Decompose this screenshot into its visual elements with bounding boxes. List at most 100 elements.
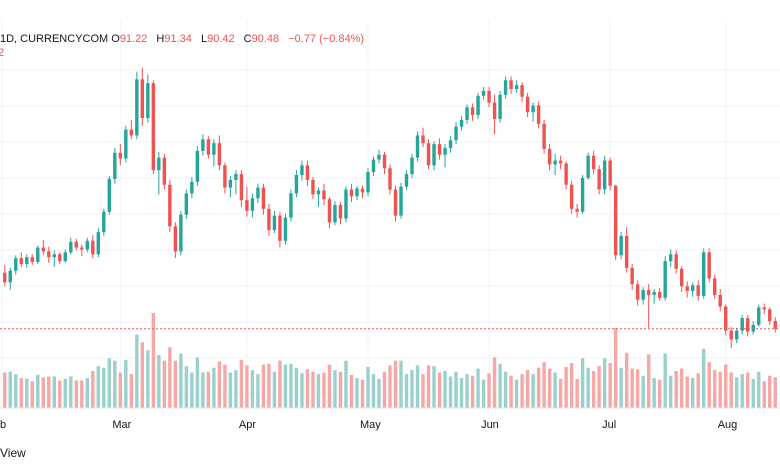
candle — [19, 252, 23, 267]
candle — [696, 280, 700, 301]
volume-bar — [487, 373, 491, 408]
candle-body — [663, 261, 667, 298]
volume-bar — [470, 375, 475, 408]
candle-body — [652, 292, 656, 295]
x-tick-label: b — [0, 419, 6, 431]
candle — [305, 160, 310, 186]
x-axis-labels: b Mar Apr May Jun Jul Aug — [0, 419, 737, 431]
candle — [91, 234, 95, 259]
volume-bar — [250, 370, 255, 408]
volume-bar — [421, 374, 425, 408]
candle-body — [228, 179, 233, 188]
candle-body — [366, 172, 370, 193]
volume-bar — [91, 370, 95, 408]
volume-bar — [465, 374, 469, 408]
volume-bar — [30, 381, 34, 408]
open-key: O — [111, 33, 120, 45]
candle — [476, 92, 480, 119]
candle — [377, 149, 381, 164]
candle-body — [768, 309, 772, 321]
candle — [498, 90, 502, 123]
candle — [272, 210, 277, 234]
candle — [707, 248, 711, 283]
candle — [399, 182, 403, 219]
candle-body — [685, 286, 689, 292]
volume-bar — [190, 372, 194, 408]
volume-bar — [168, 347, 172, 408]
volume-bar — [520, 374, 524, 408]
volume-bar — [239, 359, 244, 408]
candle-body — [713, 278, 717, 295]
candle-body — [3, 272, 7, 283]
candle — [47, 246, 51, 263]
candle — [646, 284, 651, 328]
candle — [624, 227, 629, 273]
candle — [85, 237, 90, 253]
candle-body — [234, 174, 238, 180]
candle-body — [399, 186, 403, 216]
volume-bar — [223, 364, 227, 408]
candle-body — [250, 198, 255, 211]
candle-body — [426, 143, 431, 166]
volume-bar — [509, 375, 513, 408]
candle — [69, 237, 73, 255]
volume-bar — [399, 360, 403, 408]
candle — [668, 249, 673, 267]
candle-body — [327, 199, 332, 223]
candle — [437, 138, 442, 160]
volume-bar — [80, 380, 84, 408]
candle-body — [267, 208, 271, 231]
candle — [382, 151, 387, 175]
candle-body — [289, 193, 293, 218]
grid — [0, 20, 780, 408]
candle-body — [492, 102, 497, 119]
volume-bar — [503, 371, 508, 408]
candle — [168, 179, 172, 233]
candle — [635, 280, 640, 306]
x-tick-label: Aug — [718, 419, 738, 431]
volume-bar — [762, 381, 766, 408]
candle-body — [740, 318, 744, 331]
volume-bar — [201, 372, 205, 408]
volume-bar — [327, 364, 332, 408]
volume-bar — [707, 362, 711, 408]
candle — [520, 82, 524, 102]
candle — [558, 155, 563, 170]
candle — [487, 87, 491, 108]
candle — [547, 144, 552, 171]
volume-bar — [212, 367, 216, 408]
candle — [663, 256, 667, 301]
candle-body — [118, 152, 123, 159]
volume-bar — [498, 363, 502, 408]
candle-body — [212, 143, 216, 155]
candle-body — [514, 85, 519, 89]
candle — [113, 147, 117, 184]
candle-body — [564, 163, 568, 185]
candle — [245, 186, 249, 217]
volume-bar — [773, 377, 777, 408]
candle — [289, 189, 293, 222]
volume-bar — [289, 363, 293, 408]
volume-bar — [245, 365, 249, 408]
candle-body — [19, 258, 23, 264]
candle-body — [646, 290, 651, 295]
candle-body — [547, 148, 552, 165]
volume-bar — [96, 366, 101, 408]
volume-bar — [294, 367, 299, 408]
candle — [536, 101, 541, 129]
volume-bar — [52, 376, 56, 408]
volume-bars — [3, 313, 777, 408]
candle — [239, 170, 244, 207]
candle-body — [536, 105, 541, 124]
candle — [8, 267, 12, 291]
candle — [316, 187, 321, 207]
candle — [250, 193, 255, 218]
candle — [674, 250, 678, 274]
candle-body — [481, 90, 486, 96]
volume-bar — [3, 372, 7, 408]
candle — [212, 139, 216, 167]
volume-bar — [85, 378, 90, 408]
candle-body — [261, 187, 266, 209]
